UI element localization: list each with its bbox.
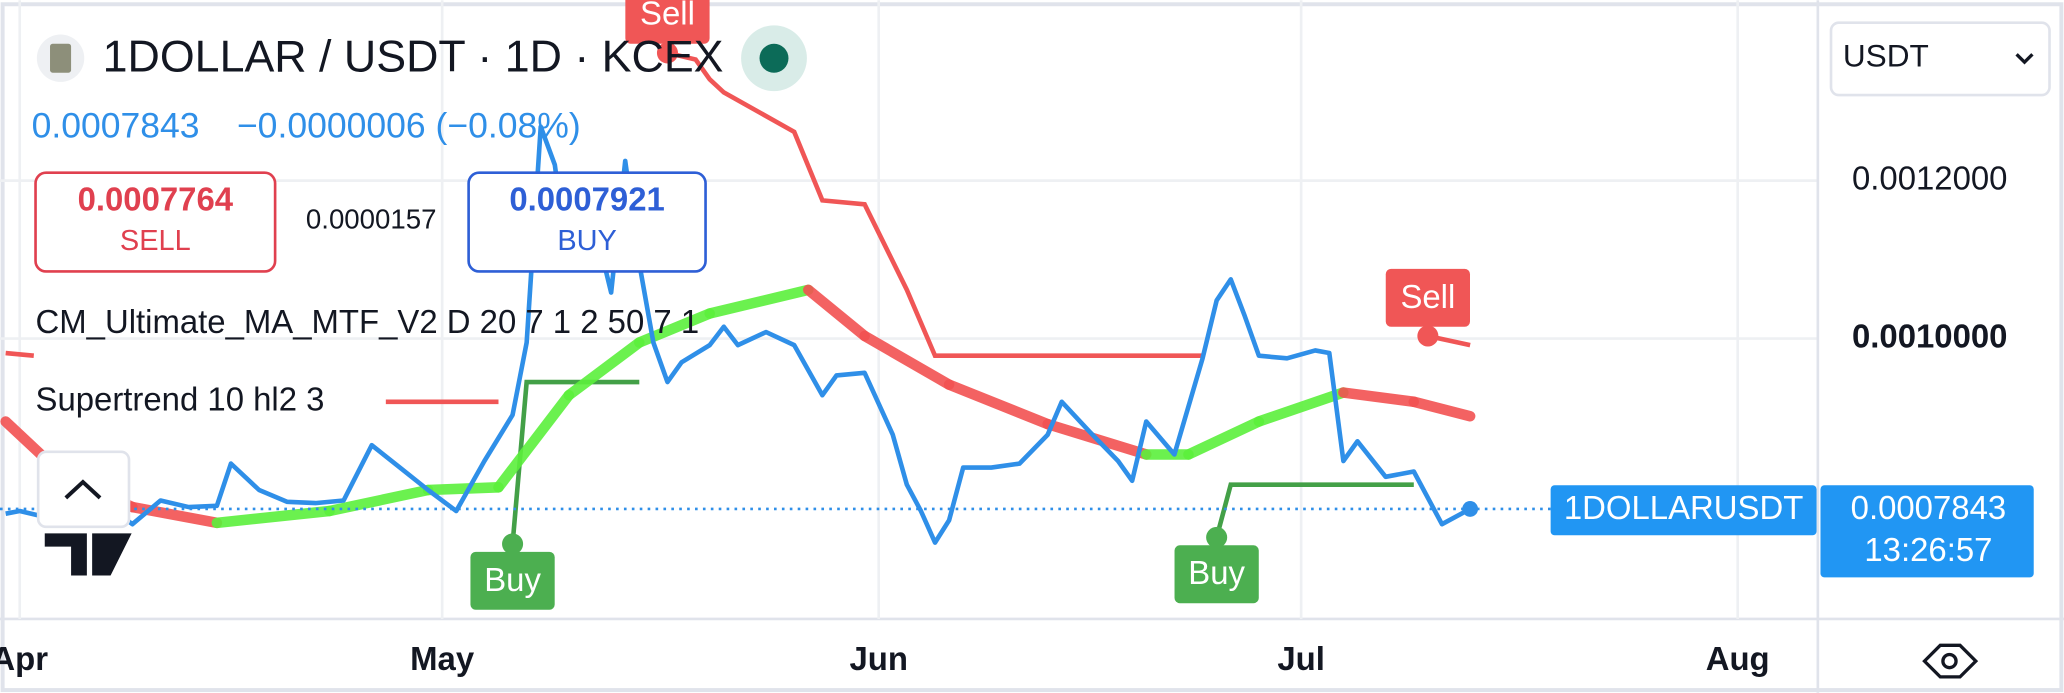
- sell-button[interactable]: [34, 171, 277, 273]
- supertrend-line: [510, 379, 1414, 545]
- moving-average-segment: [1338, 387, 1420, 408]
- signal-marker: [1417, 325, 1439, 347]
- last-price-dot: [1462, 501, 1479, 517]
- signal-box: [1174, 545, 1259, 604]
- y-tick-label: 0.0010000: [1852, 317, 2007, 354]
- legend: 1DOLLAR / USDT · 1D · KCEX 0.0007843 −0.…: [32, 25, 807, 576]
- signal-label: Sell: [640, 0, 695, 32]
- dropdown-icon: [2015, 53, 2034, 65]
- symbol-icon-image: [50, 43, 72, 73]
- plot: Sell Buy Buy Sell: [0, 0, 1817, 610]
- moving-average-segment: [704, 284, 814, 319]
- indicator-legend[interactable]: Supertrend 10 hl2 3: [36, 380, 325, 417]
- moving-average-segment: [1183, 416, 1265, 460]
- moving-average-segment: [211, 505, 335, 529]
- moving-average-segment: [859, 330, 955, 390]
- sell-price: 0.0007764: [78, 180, 234, 217]
- signal-label: Sell: [1400, 278, 1455, 315]
- tv-logo: [44, 533, 132, 576]
- symbol-label: 1DOLLARUSDT: [1564, 489, 1803, 526]
- collapse-icon: [64, 479, 102, 500]
- symbol-title: 1DOLLAR / USDT · 1D · KCEX: [103, 31, 724, 81]
- currency: USDT: [1843, 38, 1929, 74]
- signal-marker: [502, 533, 524, 555]
- grid: [0, 0, 1817, 619]
- moving-average-segment: [563, 337, 645, 401]
- symbol-label-box: [1550, 485, 1817, 536]
- signal-marker: [1206, 526, 1228, 548]
- signal-label: Buy: [484, 561, 541, 598]
- moving-average-segment: [1408, 396, 1476, 422]
- spread: 0.0000157: [306, 204, 437, 235]
- supertrend-line: [5, 50, 1471, 405]
- currency-dropdown[interactable]: [1829, 21, 2051, 97]
- x-tick-label: Apr: [0, 640, 48, 677]
- moving-average-segment: [1253, 387, 1349, 427]
- market-status-dot: [759, 43, 789, 73]
- y-tick-label: 0.0012000: [1852, 159, 2007, 196]
- x-tick-label: Aug: [1706, 640, 1770, 677]
- countdown: 13:26:57: [1864, 531, 1992, 568]
- moving-average-segment: [324, 484, 434, 517]
- x-tick-label: May: [410, 640, 475, 677]
- signal-box: [1385, 268, 1470, 327]
- buy-label: BUY: [557, 225, 617, 257]
- signal-box: [625, 0, 710, 44]
- last-price: 0.0007843: [32, 105, 200, 145]
- price-label: 0.0007843: [1851, 489, 2006, 526]
- price-line: [5, 124, 1472, 545]
- settings-icon: [1941, 652, 1958, 670]
- price-change: −0.0000006 (−0.08%): [237, 105, 581, 145]
- settings-button[interactable]: [1922, 643, 1979, 679]
- buy-button[interactable]: [467, 171, 707, 273]
- moving-average-segment: [803, 284, 870, 342]
- buy-price: 0.0007921: [509, 180, 664, 217]
- signal-label: Buy: [1188, 554, 1245, 591]
- indicator-legend[interactable]: CM_Ultimate_MA_MTF_V2 D 20 7 1 2 50 7 1: [36, 303, 700, 340]
- signal-marker: [656, 42, 678, 64]
- moving-average-segment: [422, 482, 504, 496]
- moving-average-segment: [943, 379, 1053, 430]
- moving-average-segment: [493, 389, 575, 493]
- price-label-box: [1820, 485, 2034, 578]
- collapse-button[interactable]: [36, 450, 131, 529]
- sell-label: SELL: [120, 225, 191, 257]
- x-tick-label: Jul: [1277, 640, 1325, 677]
- x-tick-label: Jun: [849, 640, 907, 677]
- signal-box: [470, 551, 555, 610]
